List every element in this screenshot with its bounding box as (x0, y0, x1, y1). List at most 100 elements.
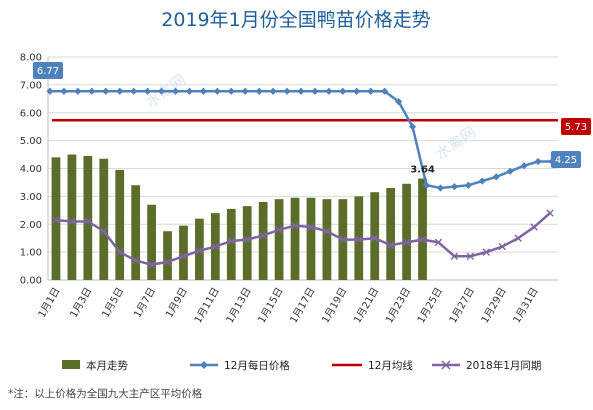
last-year-marker (163, 258, 172, 266)
last-year-marker (307, 223, 315, 231)
daily-marker (339, 87, 347, 95)
last-year-marker (147, 260, 156, 269)
chart-title: 2019年1月份全国鸭苗价格走势 (161, 9, 430, 31)
bar (163, 231, 172, 280)
y-tick-label: 8.00 (20, 53, 42, 64)
x-tick-label: 1月27日 (447, 286, 477, 326)
daily-marker (213, 87, 221, 95)
y-axis-labels: 0.00 1.00 2.00 3.00 4.00 5.00 6.00 7.00 8.00 (20, 53, 42, 287)
annotations: 6.77 5.73 3.64 4.25 (33, 62, 591, 176)
callout-last-box (551, 151, 581, 168)
last-year-marker (100, 227, 108, 235)
bar (179, 225, 188, 280)
last-year-marker (275, 226, 283, 234)
daily-marker (534, 157, 542, 166)
daily-marker (60, 87, 68, 95)
legend-label-avg: 12月均线 (368, 359, 413, 372)
bar (131, 185, 141, 280)
x-tick-label: 1月15日 (256, 286, 286, 326)
y-tick-label: 5.00 (20, 136, 42, 147)
legend-label-daily: 12月每日价格 (224, 359, 290, 372)
footnote: *注：以上价格为全国九大主产区平均价格 (8, 387, 203, 400)
bar (147, 204, 156, 280)
x-tick-label: 1月5日 (100, 286, 127, 320)
daily-marker (74, 87, 82, 95)
legend-daily-marker (200, 361, 208, 369)
bar (99, 158, 109, 280)
last-year-marker (514, 234, 522, 242)
legend-bar-swatch (62, 360, 80, 369)
x-tick-label: 1月11日 (192, 286, 222, 326)
last-year-marker (402, 238, 411, 247)
x-tick-label: 1月29日 (479, 286, 509, 326)
last-bar-label: 3.64 (410, 165, 435, 176)
last-year-marker (418, 235, 427, 244)
last-year-marker (355, 235, 363, 244)
last-year-series (52, 209, 554, 269)
bar (51, 157, 61, 280)
legend-label-last-year: 2018年1月同期 (466, 359, 541, 372)
y-tick-label: 0.00 (20, 276, 42, 287)
last-year-marker (84, 217, 92, 226)
daily-marker (88, 87, 96, 95)
callout-first-value: 6.77 (37, 66, 59, 77)
last-year-marker (466, 252, 475, 261)
last-year-marker (68, 217, 76, 226)
bar (418, 178, 427, 280)
daily-marker (381, 87, 389, 95)
last-year-marker (482, 248, 490, 256)
last-year-marker (179, 252, 188, 261)
last-year-marker (434, 238, 443, 247)
daily-marker (297, 87, 305, 95)
daily-marker (520, 162, 528, 170)
x-tick-label: 1月9日 (163, 286, 190, 320)
bar (322, 199, 332, 280)
december-daily-series (46, 87, 556, 192)
bar (306, 197, 316, 280)
x-tick-label: 1月3日 (68, 286, 95, 320)
x-tick-label: 1月17日 (288, 286, 318, 326)
x-tick-label: 1月31日 (511, 286, 541, 326)
daily-marker (185, 87, 194, 95)
y-tick-label: 3.00 (20, 192, 42, 203)
bar (226, 208, 236, 280)
last-year-marker (339, 235, 347, 244)
callout-avg-value: 5.73 (565, 122, 587, 133)
last-year-marker (546, 209, 554, 217)
bar (83, 155, 93, 280)
y-tick-label: 4.00 (20, 164, 42, 175)
bar (370, 192, 380, 280)
daily-marker (199, 87, 207, 95)
bar (290, 197, 300, 280)
bars-series (51, 154, 427, 280)
daily-marker (436, 184, 445, 192)
daily-marker (311, 87, 319, 95)
daily-marker (422, 181, 431, 189)
last-year-marker (450, 252, 459, 261)
last-year-marker (52, 216, 60, 224)
daily-marker (171, 87, 180, 95)
daily-marker (157, 87, 166, 95)
x-tick-label: 1月21日 (351, 286, 381, 326)
daily-marker (464, 181, 472, 189)
callout-last-value: 4.25 (555, 155, 577, 166)
daily-marker (325, 87, 333, 95)
x-tick-label: 1月25日 (415, 286, 445, 326)
y-tick-label: 1.00 (20, 248, 42, 259)
bar (258, 201, 268, 280)
x-tick-label: 1月13日 (224, 286, 254, 326)
last-year-marker (131, 256, 140, 265)
daily-marker (478, 177, 486, 185)
daily-marker (46, 87, 54, 95)
last-year-line (55, 212, 551, 266)
bar (67, 154, 77, 280)
daily-marker (408, 123, 417, 131)
bar (354, 196, 364, 280)
watermark-right: 水禽网 (432, 123, 479, 164)
daily-marker (255, 87, 263, 95)
daily-marker (116, 87, 124, 95)
last-year-marker (498, 242, 506, 251)
last-year-marker (227, 237, 235, 245)
bar (386, 188, 396, 280)
